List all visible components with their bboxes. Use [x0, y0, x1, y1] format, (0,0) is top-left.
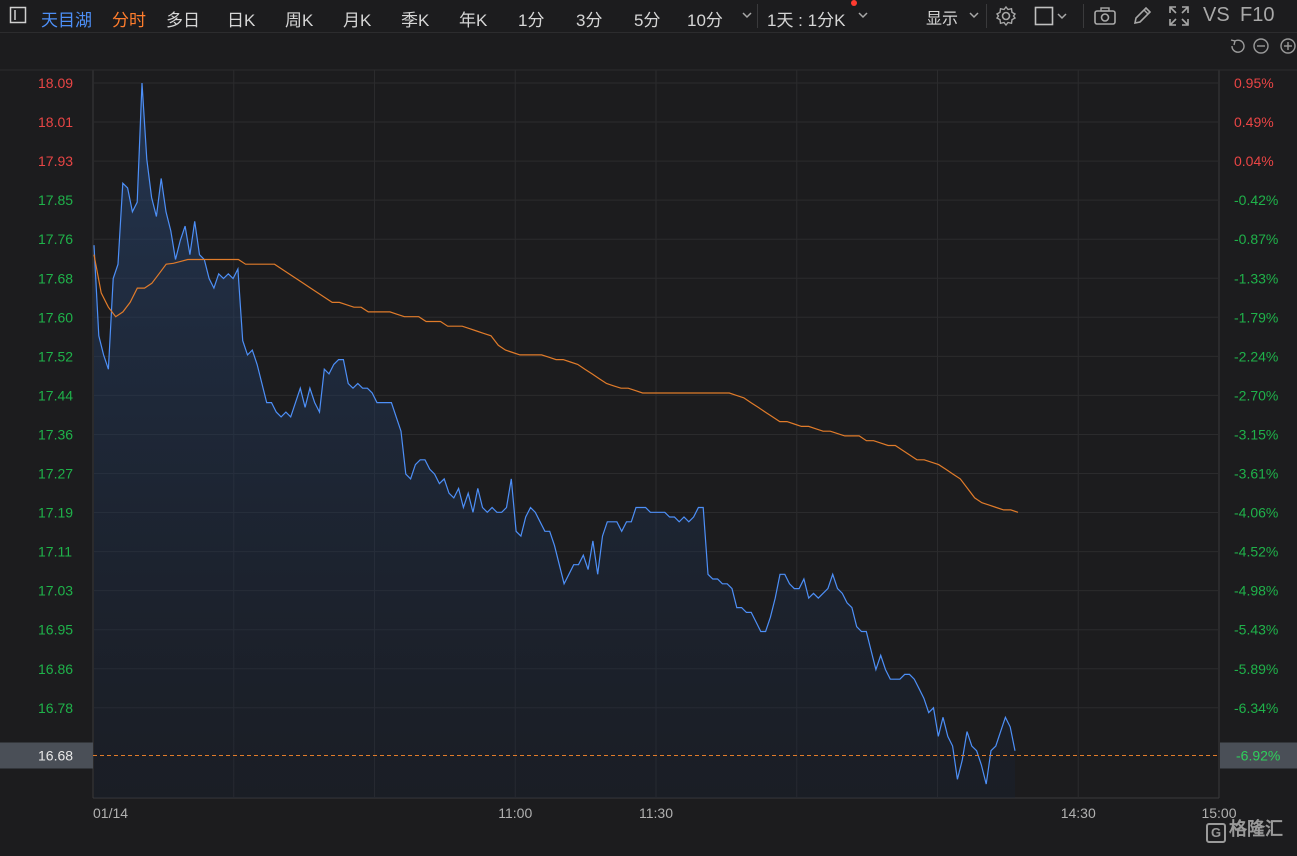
y-tick-label-right: 0.49%: [1234, 114, 1274, 130]
chart-canvas[interactable]: 18.09 18.01 17.93 17.85 17.76 17.68 17.60 17.52…: [0, 33, 1297, 851]
current-price-label: 16.68: [38, 747, 73, 763]
y-tick-label-left: 17.85: [38, 192, 73, 208]
tab-1min[interactable]: 1分: [518, 11, 545, 30]
undo-icon[interactable]: [1230, 39, 1245, 53]
y-tick-label-right: -6.34%: [1234, 700, 1278, 716]
tab-intraday[interactable]: 分时: [112, 11, 146, 30]
y-tick-label-left: 17.36: [38, 426, 73, 442]
tab-quarterly-k[interactable]: 季K: [401, 11, 430, 30]
y-tick-label-left: 17.19: [38, 505, 73, 521]
y-tick-label-right: -3.61%: [1234, 466, 1278, 482]
y-tick-label-right: -5.43%: [1234, 622, 1278, 638]
y-tick-label-left: 17.44: [38, 387, 73, 403]
chart-zoom-controls[interactable]: [1230, 38, 1296, 54]
y-tick-label-left: 17.68: [38, 270, 73, 286]
period-selector[interactable]: 1天 : 1分K: [767, 11, 846, 30]
y-tick-label-right: -4.98%: [1234, 583, 1278, 599]
display-menu[interactable]: 显示: [926, 11, 959, 28]
x-tick-label: 14:30: [1061, 805, 1096, 821]
f10-button[interactable]: F10: [1240, 4, 1275, 26]
y-tick-label-left: 16.95: [38, 622, 73, 638]
chevron-down-icon[interactable]: [740, 7, 754, 27]
tab-3min[interactable]: 3分: [576, 11, 603, 30]
display-chevron-icon[interactable]: [967, 7, 981, 27]
y-tick-label-left: 17.93: [38, 153, 73, 169]
price-line: [93, 82, 1016, 785]
tab-multi-day[interactable]: 多日: [166, 11, 200, 30]
intraday-chart[interactable]: 18.09 18.01 17.93 17.85 17.76 17.68 17.60 17.52…: [0, 33, 1297, 851]
tab-yearly-k[interactable]: 年K: [459, 11, 488, 30]
sidebar-toggle-icon[interactable]: [9, 6, 27, 29]
tab-10min[interactable]: 10分: [687, 11, 723, 30]
y-axis-left: 18.09 18.01 17.93 17.85 17.76 17.68 17.60 17.52…: [38, 75, 73, 716]
y-tick-label-right: -2.70%: [1234, 387, 1278, 403]
y-tick-label-left: 18.01: [38, 114, 73, 130]
y-tick-label-right: 0.95%: [1234, 75, 1274, 91]
x-tick-label: 11:00: [498, 805, 532, 821]
y-tick-label-left: 18.09: [38, 75, 73, 91]
y-tick-label-right: -5.89%: [1234, 661, 1278, 677]
period-chevron-icon[interactable]: [856, 7, 870, 27]
current-price-tag: [0, 742, 93, 769]
tab-weekly-k[interactable]: 周K: [285, 11, 314, 30]
divider: [1083, 4, 1084, 28]
camera-icon[interactable]: [1093, 5, 1117, 32]
notification-dot: [851, 0, 857, 6]
fullscreen-icon[interactable]: [1168, 5, 1190, 32]
x-axis: 01/14 11:00 11:30 14:30 15:00: [93, 805, 1237, 821]
average-price-line: [93, 254, 1019, 513]
x-tick-label: 11:30: [639, 805, 673, 821]
divider: [757, 4, 758, 28]
y-tick-label-left: 17.76: [38, 231, 73, 247]
y-tick-label-right: -0.42%: [1234, 192, 1278, 208]
y-tick-label-right: -1.79%: [1234, 309, 1278, 325]
series-lines: [93, 82, 1019, 785]
y-tick-label-left: 17.11: [38, 544, 72, 560]
y-tick-label-left: 17.27: [38, 466, 73, 482]
price-area: [94, 83, 1015, 798]
checkbox-icon[interactable]: [1034, 5, 1068, 32]
zoom-in-icon[interactable]: [1280, 38, 1296, 54]
zoom-in-circle: [1280, 38, 1296, 54]
y-tick-label-left: 16.78: [38, 700, 73, 716]
y-tick-label-left: 16.86: [38, 661, 73, 677]
watermark-text: 格隆汇: [1229, 819, 1283, 839]
pen-icon[interactable]: [1131, 5, 1153, 32]
y-tick-label-right: -0.87%: [1234, 231, 1278, 247]
y-tick-label-left: 17.52: [38, 348, 73, 364]
tab-daily-k[interactable]: 日K: [227, 11, 256, 30]
chart-toolbar: 天目湖 分时 多日 日K 周K 月K 季K 年K 1分 3分 5分 10分 1天…: [0, 0, 1297, 33]
price-area-fill: [94, 83, 1015, 798]
y-tick-label-right: -2.24%: [1234, 348, 1278, 364]
current-pct-tag: [1220, 742, 1297, 769]
zoom-out-circle: [1253, 38, 1269, 54]
last-price-marker: 16.68 -6.92%: [0, 742, 1297, 769]
vs-compare-button[interactable]: VS: [1203, 4, 1230, 26]
x-date-label: 01/14: [93, 805, 128, 821]
watermark-g-icon: G: [1206, 823, 1226, 843]
stock-name[interactable]: 天目湖: [41, 11, 92, 30]
current-pct-label: -6.92%: [1236, 747, 1280, 763]
tab-5min[interactable]: 5分: [634, 11, 661, 30]
y-tick-label-left: 17.03: [38, 583, 73, 599]
y-tick-label-right: -3.15%: [1234, 426, 1278, 442]
y-axis-right: 0.95% 0.49% 0.04% -0.42% -0.87% -1.33% -1.79% -…: [1234, 75, 1278, 716]
tab-monthly-k[interactable]: 月K: [343, 11, 372, 30]
y-tick-label-right: -4.52%: [1234, 544, 1278, 560]
y-tick-label-right: -1.33%: [1234, 270, 1278, 286]
y-tick-label-right: 0.04%: [1234, 153, 1274, 169]
divider: [986, 4, 987, 28]
zoom-out-icon[interactable]: [1253, 38, 1269, 54]
y-tick-label-left: 17.60: [38, 309, 73, 325]
settings-icon[interactable]: [995, 5, 1017, 32]
y-tick-label-right: -4.06%: [1234, 505, 1278, 521]
watermark-logo: G 格隆汇: [1206, 815, 1283, 843]
x-tick-label: 15:00: [1201, 805, 1236, 821]
